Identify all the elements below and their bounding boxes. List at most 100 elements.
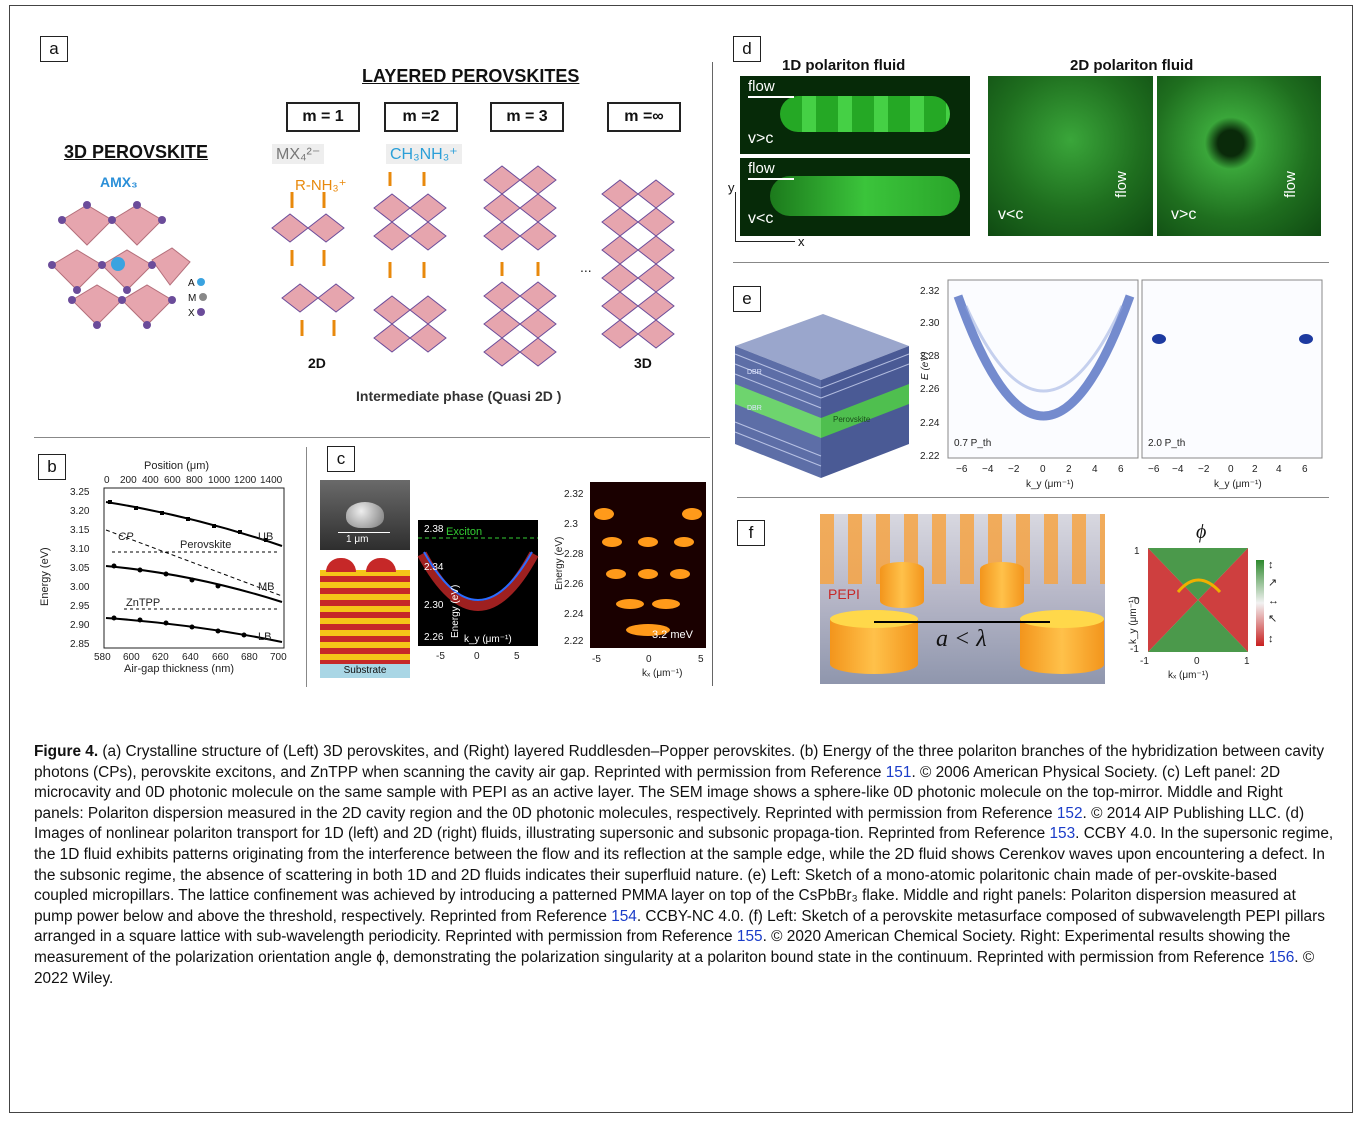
svg-text:2: 2 [1252,464,1258,475]
vertical-divider-bc [306,447,307,687]
e-xlabel-right: k_y (μm⁻¹) [1214,479,1262,490]
svg-text:2.85: 2.85 [70,639,90,650]
panel-c-label: c [327,446,355,472]
flow-label-2: flow [748,160,775,177]
svg-text:2.28: 2.28 [564,549,584,560]
legend-m: M [188,291,208,306]
ch3nh3-label: CH₃NH₃⁺ [386,144,462,164]
flow-label-1: flow [748,78,775,95]
svg-text:0: 0 [1134,596,1140,607]
title-2d-fluid: 2D polariton fluid [1070,57,1194,74]
svg-text:1000: 1000 [208,475,231,486]
reference-link-155[interactable]: 155 [736,928,763,946]
svg-text:0: 0 [104,475,110,486]
panel-a-legend: A M X [188,276,208,321]
svg-text:600: 600 [164,475,181,486]
panel-b-label: b [38,454,66,480]
svg-text:4: 4 [1276,464,1282,475]
svg-text:660: 660 [212,652,229,663]
reference-link-154[interactable]: 154 [611,907,637,925]
svg-text:-1: -1 [1140,656,1149,667]
svg-text:↗: ↗ [1268,577,1277,589]
svg-text:-5: -5 [436,651,445,662]
label-2d: 2D [308,355,326,371]
svg-text:−6: −6 [956,464,968,475]
svg-text:−2: −2 [1198,464,1210,475]
rnh3-label: R-NH₃⁺ [295,177,347,194]
panel-a-left-title: 3D PEROVSKITE [64,142,209,162]
svg-text:−6: −6 [1148,464,1160,475]
svg-text:6: 6 [1118,464,1124,475]
svg-text:0: 0 [474,651,480,662]
svg-text:3.00: 3.00 [70,582,90,593]
dbr-bottom-label: DBR [747,405,762,412]
svg-text:680: 680 [241,652,258,663]
reference-link-153[interactable]: 153 [1049,825,1076,843]
reference-link-152[interactable]: 152 [1056,804,1083,822]
svg-text:3.10: 3.10 [70,544,90,555]
svg-text:2.26: 2.26 [424,632,444,643]
fluid-2d-supersonic: flow v>c [1157,76,1321,236]
svg-text:↕: ↕ [1268,559,1274,571]
f-xlabel: kₓ (μm⁻¹) [1168,670,1208,681]
perovskite-3d-structure [48,201,191,329]
svg-text:2.26: 2.26 [920,384,940,395]
v-gt-c-2d: v>c [1171,206,1197,223]
svg-text:620: 620 [152,652,169,663]
svg-text:2.26: 2.26 [564,579,584,590]
f-ylabel: k_y (μm⁻¹) [1128,596,1139,644]
reference-link-156[interactable]: 156 [1268,948,1295,966]
intermediate-phase-caption: Intermediate phase (Quasi 2D ) [356,388,562,404]
svg-text:400: 400 [142,475,159,486]
svg-text:2: 2 [1066,464,1072,475]
svg-text:1400: 1400 [260,475,283,486]
y-ticks: 3.25 3.20 3.15 3.10 3.05 3.00 2.95 2.90 2.85 [70,487,90,650]
m-tag-inf: m =∞ [607,102,681,132]
flow-label-4: flow [1281,171,1299,198]
x-ticks: 580 600 620 640 660 680 700 [94,652,287,663]
flow-label-3: flow [1112,171,1130,198]
polarization-angle-map: ϕ 1 0 -1 -1 0 1 kₓ (μm⁻¹) k_y (μm⁻¹) ↕ ↗ ↔ ↖ ↕ [1128,521,1279,681]
perovskite-layer-label: Perovskite [833,415,871,424]
top-axis-title: Position (μm) [144,460,209,472]
panel-f-label: f [737,520,765,546]
panel-a-label: a [40,36,68,62]
svg-text:4: 4 [1092,464,1098,475]
phi-label: ϕ [1196,521,1206,543]
left-power-label: 0.7 P_th [954,438,991,449]
svg-text:1: 1 [1134,546,1140,557]
svg-text:700: 700 [270,652,287,663]
horizontal-divider-a [34,437,710,438]
m-tag-3: m = 3 [490,102,564,132]
reference-link-151[interactable]: 151 [885,763,912,781]
svg-text:2.22: 2.22 [920,451,940,462]
legend-x: X [188,306,207,321]
svg-text:...: ... [580,259,592,275]
v-lt-c-2d: v<c [998,206,1024,223]
svg-text:2.30: 2.30 [920,318,940,329]
title-1d-fluid: 1D polariton fluid [782,57,906,74]
svg-text:2.22: 2.22 [564,636,584,647]
inset-ylabel: Energy (eV) [450,585,461,638]
sem-scale-bar: 1 μm [346,534,369,545]
svg-text:0: 0 [1194,656,1200,667]
svg-text:2.28: 2.28 [920,351,940,362]
meV-annotation: 3.2 meV [652,629,694,641]
svg-text:6: 6 [1302,464,1308,475]
ub-label: UB [258,531,273,543]
svg-text:↔: ↔ [1268,595,1279,607]
right-power-label: 2.0 P_th [1148,438,1185,449]
svg-text:-5: -5 [592,654,601,665]
m-tag-2: m =2 [384,102,458,132]
pepi-label: PEPI [828,586,860,602]
e-ylabel: E (eV) [920,352,931,380]
x-axis-label: Air-gap thickness (nm) [124,663,234,675]
y-axis-label: Energy (eV) [39,547,51,606]
dbr-top-label: DBR [747,369,762,376]
svg-text:0: 0 [1228,464,1234,475]
right-xlabel: kₓ (μm⁻¹) [642,668,682,679]
v-gt-c-1d: v>c [748,130,774,147]
svg-text:2.34: 2.34 [424,562,444,573]
svg-text:3.05: 3.05 [70,563,90,574]
fluid-1d-subsonic: flow v<c [740,158,970,236]
